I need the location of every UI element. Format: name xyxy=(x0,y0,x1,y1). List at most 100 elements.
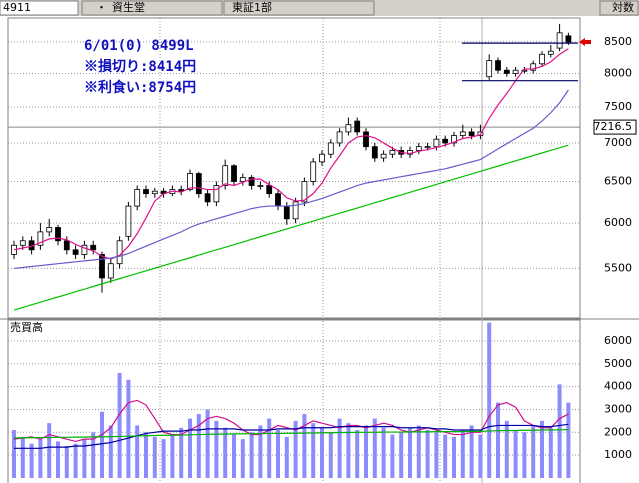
candle-body xyxy=(556,32,563,49)
volume-bar xyxy=(311,423,316,478)
price-marker-box xyxy=(593,119,637,135)
volume-bar xyxy=(416,425,421,478)
y-tick-label: 1000 xyxy=(604,448,632,461)
volume-bar xyxy=(469,425,474,478)
moving-average xyxy=(14,423,569,449)
volume-bar xyxy=(126,379,131,478)
y-tick-label: 6000 xyxy=(604,334,632,347)
volume-bar xyxy=(56,441,60,478)
y-tick-label: 2000 xyxy=(604,425,632,438)
volume-bar xyxy=(496,402,500,478)
candle-body xyxy=(37,231,44,246)
name-field xyxy=(81,0,223,16)
volume-bar xyxy=(425,430,430,478)
stock-code: 4911 xyxy=(3,1,31,14)
candle-body xyxy=(187,173,193,190)
volume-bar xyxy=(443,434,448,478)
candle-body xyxy=(459,131,466,136)
annotation: 6/01(0) 8499L xyxy=(84,38,194,54)
candle-body xyxy=(486,60,493,78)
candle-body xyxy=(46,227,53,233)
volume-bar xyxy=(240,439,245,478)
volume-bar xyxy=(152,436,157,478)
candle-body xyxy=(81,244,88,255)
volume-bar xyxy=(135,425,140,478)
candle-body xyxy=(424,146,431,149)
candle-body xyxy=(336,131,343,144)
candle-body xyxy=(248,177,255,186)
candle-body xyxy=(442,138,449,144)
y-tick-label: 3000 xyxy=(604,402,632,415)
candle-body xyxy=(257,185,264,187)
candle-body xyxy=(354,120,361,133)
candle-body xyxy=(495,60,501,71)
candle-body xyxy=(134,189,141,207)
volume-bar xyxy=(478,434,483,478)
volume-bar xyxy=(73,443,78,478)
y-tick-label: 5500 xyxy=(604,261,632,274)
volume-bar xyxy=(82,439,87,478)
volume-bar xyxy=(29,443,34,478)
candle-body xyxy=(99,254,105,279)
candle-body xyxy=(195,173,202,195)
candle-body xyxy=(90,244,97,251)
y-tick-label: 8000 xyxy=(604,66,632,79)
volume-bar xyxy=(364,425,368,478)
candle-body xyxy=(319,153,325,163)
volume-bar xyxy=(531,425,536,478)
moving-average xyxy=(13,48,569,260)
candle-body xyxy=(345,124,352,133)
moving-average xyxy=(13,428,569,439)
volume-bar xyxy=(320,427,324,478)
volume-bar xyxy=(205,409,210,478)
volume-bar xyxy=(232,434,236,478)
candle-body xyxy=(283,205,290,220)
volume-bar xyxy=(381,427,386,478)
candle-body xyxy=(380,153,387,159)
candle-body xyxy=(415,146,422,151)
volume-bar xyxy=(557,384,562,478)
volume-bar xyxy=(346,423,351,478)
candle-body xyxy=(451,135,457,144)
candle-body xyxy=(521,69,528,72)
volume-bar xyxy=(47,423,52,478)
candle-body xyxy=(547,50,554,55)
volume-bar xyxy=(117,372,122,478)
candle-body xyxy=(389,150,396,155)
candle-body xyxy=(72,249,79,255)
candle-body xyxy=(301,181,308,203)
volume-bar xyxy=(302,414,307,478)
candle-body xyxy=(512,69,519,74)
volume-bar xyxy=(328,432,333,478)
volume-bar xyxy=(284,436,289,478)
candle-body xyxy=(19,240,26,246)
volume-bar xyxy=(38,439,43,478)
volume-bar xyxy=(276,430,280,478)
y-tick-label: 4000 xyxy=(604,380,632,393)
candle-body xyxy=(239,177,246,182)
volume-bar xyxy=(64,446,69,478)
candle-body xyxy=(310,161,317,182)
annotation: ※損切り:8414円 xyxy=(84,58,196,75)
moving-average xyxy=(13,89,569,270)
volume-bar xyxy=(170,434,175,478)
y-tick-label: 7500 xyxy=(604,100,632,113)
code-field xyxy=(0,0,79,16)
volume-label: 売買高 xyxy=(10,320,43,334)
candle-body xyxy=(143,189,149,195)
volume-bar xyxy=(548,427,553,478)
volume-bar xyxy=(452,436,456,478)
candle-body xyxy=(151,190,158,195)
candle-body xyxy=(125,205,132,237)
volume-bar xyxy=(100,411,104,478)
volume-bar xyxy=(267,418,272,478)
candle-body xyxy=(55,227,61,242)
candle-body xyxy=(275,193,281,207)
candle-body xyxy=(63,240,70,251)
volume-bar xyxy=(540,420,544,478)
y-tick-label: 5000 xyxy=(604,357,632,370)
volume-bar xyxy=(337,418,342,478)
candle-body xyxy=(468,131,475,136)
candle-body xyxy=(363,131,369,148)
